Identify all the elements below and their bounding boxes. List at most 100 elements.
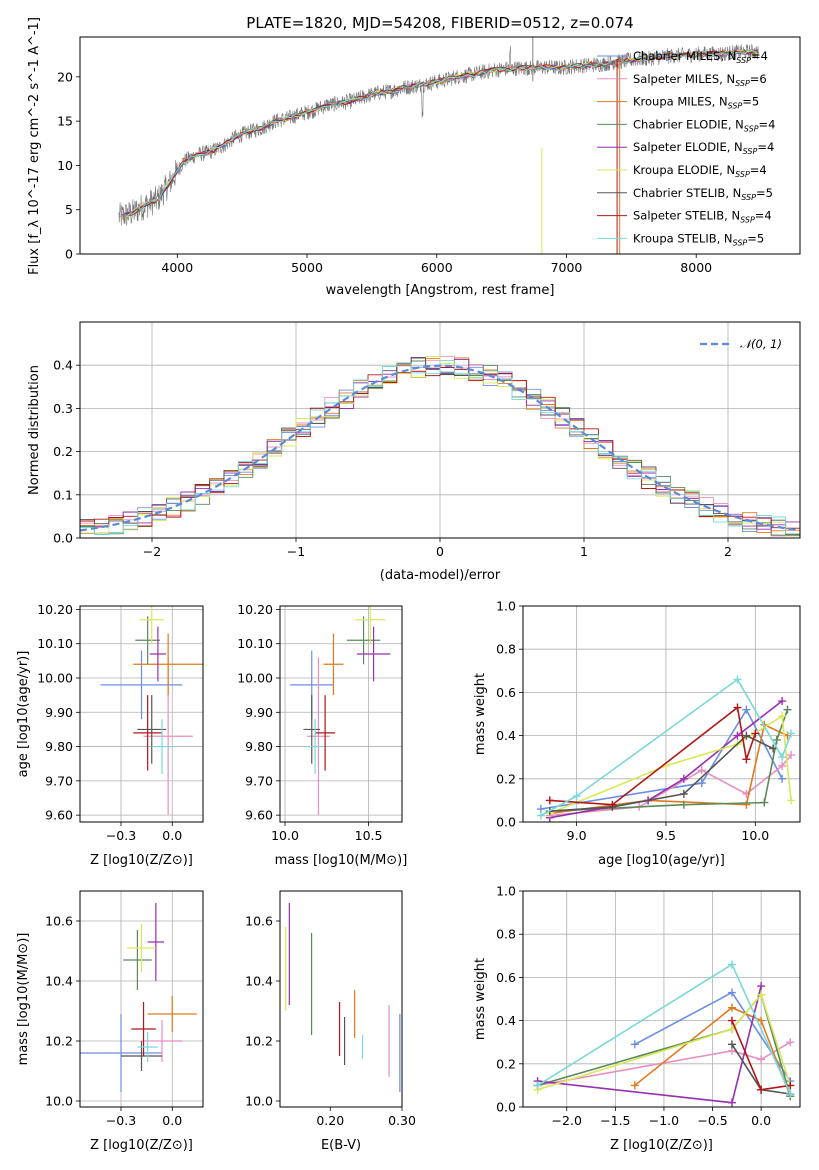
y-tick-label: 0.4	[496, 728, 516, 743]
y-tick-label: 9.70	[45, 773, 73, 788]
legend-label-text: Chabrier STELIB, N	[633, 186, 741, 200]
plus-marker	[733, 731, 742, 740]
plot-area-spectrum	[118, 37, 759, 254]
x-tick-label: 7000	[551, 260, 583, 275]
legend-label-count: =5	[756, 186, 773, 200]
legend-label-subscript: SSP	[741, 193, 756, 202]
plus-marker	[778, 761, 787, 770]
plus-marker	[697, 766, 706, 775]
plus-marker	[679, 800, 688, 809]
weight-line	[634, 1006, 792, 1097]
x-tick-label: 10.0	[741, 828, 769, 843]
y-tick-label: 9.80	[245, 739, 273, 754]
weight-line	[537, 993, 792, 1091]
plus-marker	[778, 712, 787, 721]
legend-label-text: Salpeter ELODIE, N	[633, 140, 743, 154]
x-tick-label: 0.0	[162, 828, 182, 843]
y-tick-label: 10.10	[37, 636, 73, 651]
plus-marker	[786, 1038, 795, 1047]
y-tick-label: 0.8	[496, 642, 516, 657]
plus-marker	[742, 705, 751, 714]
y-tick-label: 10.00	[237, 671, 273, 686]
plot-area-weight_vs_Z	[533, 960, 795, 1107]
y-tick-label: 9.60	[45, 808, 73, 823]
legend-label-subscript: SSP	[736, 56, 751, 65]
y-tick-label: 0.8	[496, 927, 516, 942]
y-tick-label: 15	[57, 114, 73, 129]
plus-marker	[545, 796, 554, 805]
axes-frame	[279, 890, 403, 1108]
plus-marker	[757, 1016, 766, 1025]
plus-marker	[679, 789, 688, 798]
plot-area-residuals	[80, 355, 800, 537]
y-tick-label: 0.6	[496, 970, 516, 985]
axes-frame	[79, 890, 204, 1108]
x-tick-label: −2.0	[552, 1113, 582, 1128]
x-tick-label: 0.30	[388, 1113, 416, 1128]
plot-area-age_vs_Z	[100, 606, 203, 816]
plus-marker	[727, 1003, 736, 1012]
axes-frame	[79, 605, 204, 823]
y-tick-label: 9.70	[245, 773, 273, 788]
y-axis-label: Flux [f_λ 10^-17 erg cm^-2 s^-1 A^-1]	[27, 17, 42, 275]
legend-label: Salpeter ELODIE, NSSP=4	[633, 140, 774, 156]
y-axis-label: mass [log10(M/M⊙)]	[16, 933, 31, 1066]
y-axis-label: mass weight	[473, 673, 488, 755]
x-tick-label: −0.3	[106, 828, 136, 843]
x-tick-label: 4000	[161, 260, 193, 275]
x-axis-label: Z [log10(Z/Z⊙)]	[90, 1138, 193, 1153]
y-tick-label: 1.0	[496, 884, 516, 899]
x-tick-label: −0.3	[106, 1113, 136, 1128]
plus-marker	[572, 792, 581, 801]
legend-label-text: Salpeter MILES, N	[633, 72, 735, 86]
plus-marker	[630, 1081, 639, 1090]
y-tick-label: 9.90	[45, 705, 73, 720]
y-tick-label: 10.00	[37, 671, 73, 686]
plus-marker	[697, 779, 706, 788]
plot-area-age_vs_mass	[290, 606, 391, 816]
y-tick-label: 0.6	[496, 685, 516, 700]
plus-marker	[536, 811, 545, 820]
legend-label-subscript: SSP	[733, 238, 748, 247]
plus-marker	[533, 1081, 542, 1090]
x-tick-label: 6000	[421, 260, 453, 275]
y-tick-label: 10.4	[45, 974, 73, 989]
y-tick-label: 0.0	[53, 531, 73, 546]
model-line	[122, 50, 755, 216]
x-axis-label: Z [log10(Z/Z⊙)]	[90, 853, 193, 868]
y-tick-label: 0.0	[496, 815, 516, 830]
legend-label-count: =5	[742, 95, 759, 109]
x-axis-label: (data-model)/error	[380, 568, 501, 583]
plus-marker	[742, 755, 751, 764]
y-tick-label: 9.90	[245, 705, 273, 720]
legend-label-subscript: SSP	[740, 216, 755, 225]
plot-area-mass_vs_ebv	[285, 903, 401, 1092]
plus-marker	[769, 744, 778, 753]
legend-label: Salpeter MILES, NSSP=6	[633, 72, 767, 88]
x-tick-label: −1	[287, 544, 305, 559]
legend-label: Kroupa STELIB, NSSP=5	[633, 231, 764, 247]
weight-line	[537, 985, 762, 1104]
legend-label: Chabrier STELIB, NSSP=5	[633, 186, 773, 202]
x-tick-label: 0.20	[316, 1113, 344, 1128]
plus-marker	[733, 703, 742, 712]
plus-marker	[786, 1081, 795, 1090]
y-tick-label: 10.10	[237, 636, 273, 651]
x-tick-label: −1.5	[600, 1113, 630, 1128]
y-tick-label: 10.20	[237, 602, 273, 617]
legend-label-subscript: SSP	[744, 124, 759, 133]
plus-marker	[757, 982, 766, 991]
x-tick-label: 8000	[680, 260, 712, 275]
axes-frame	[279, 605, 403, 823]
y-tick-label: 5	[65, 202, 73, 217]
plot-area-mass_vs_Z	[80, 903, 197, 1092]
y-tick-label: 9.60	[245, 808, 273, 823]
x-tick-label: 9.0	[567, 828, 587, 843]
y-tick-label: 10.6	[45, 914, 73, 929]
legend-label-text: Kroupa STELIB, N	[633, 231, 733, 245]
legend-label-count: =4	[750, 163, 767, 177]
legend-label-text: Chabrier ELODIE, N	[633, 117, 744, 131]
histogram-step	[80, 359, 800, 536]
plus-marker	[727, 1040, 736, 1049]
